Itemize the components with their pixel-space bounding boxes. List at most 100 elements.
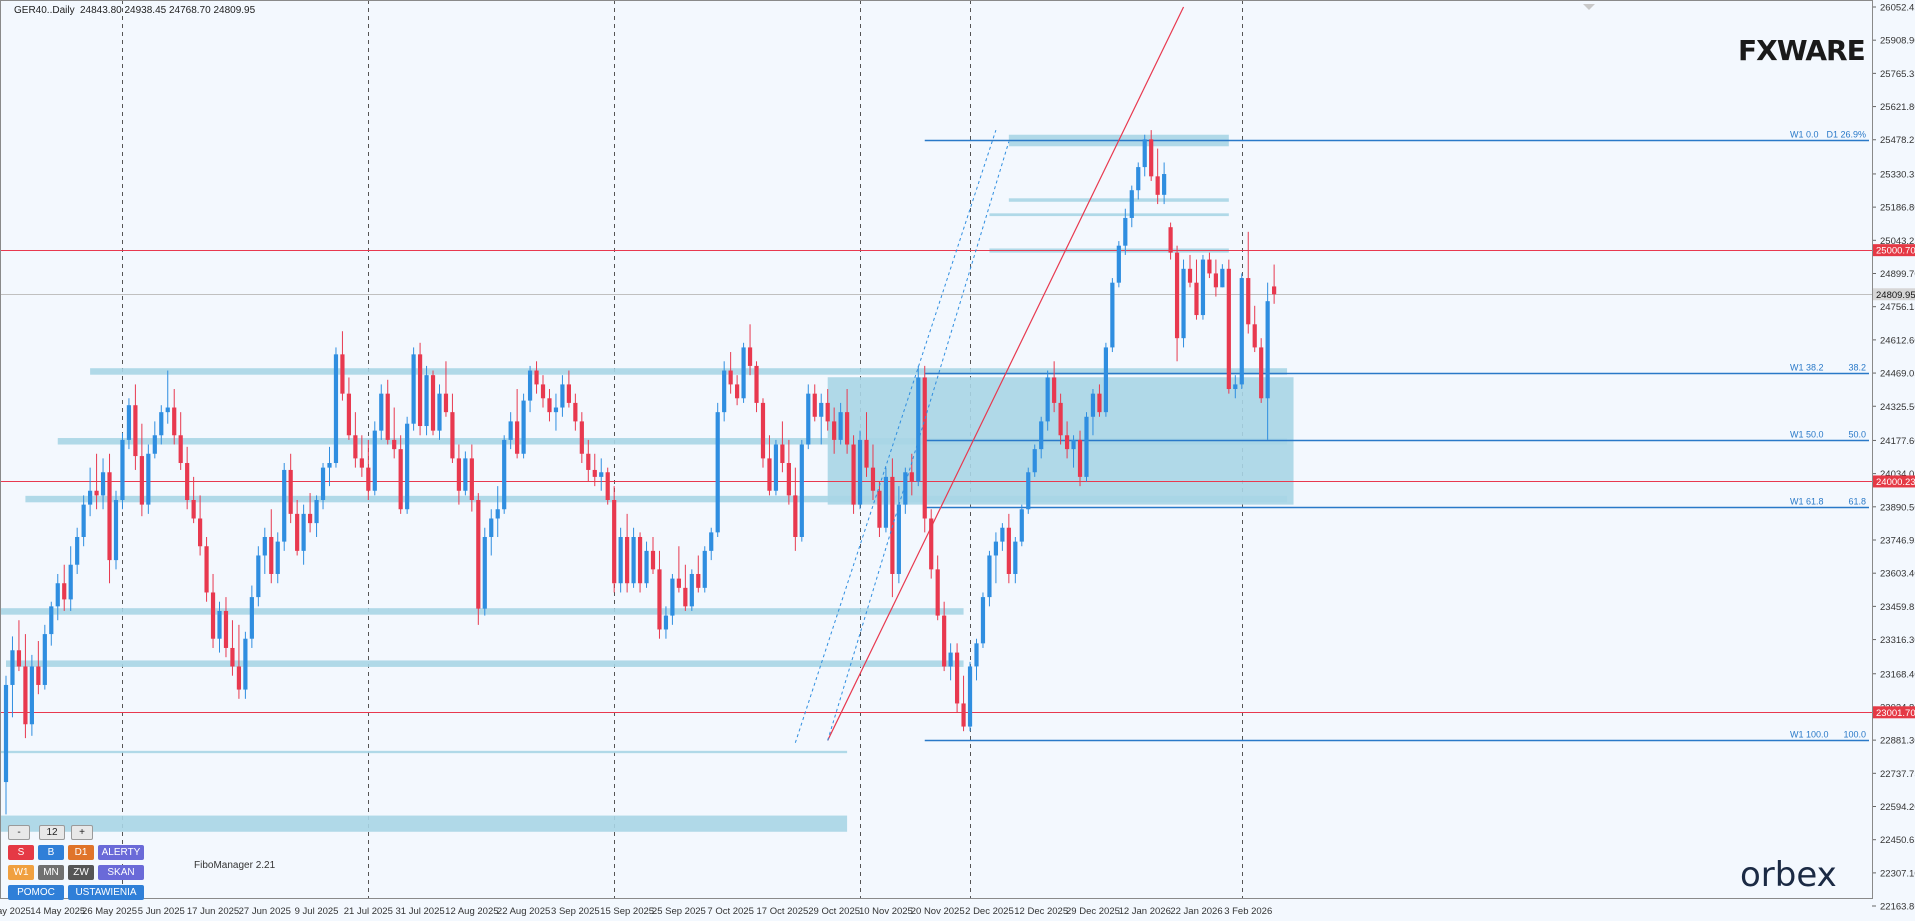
candle-86	[560, 384, 565, 408]
candle-7	[49, 606, 54, 635]
candle-110	[715, 412, 720, 533]
candle-31	[204, 546, 209, 593]
candle-151	[980, 597, 986, 644]
plugin-label: FiboManager 2.21	[194, 860, 276, 871]
price-badge-0	[1873, 244, 1915, 257]
candle-152	[987, 555, 992, 598]
x-tick-label-11: 3 Sep 2025	[551, 906, 600, 917]
candle-99	[644, 550, 649, 584]
candle-174	[1129, 190, 1134, 218]
chart-header-ohlc: 24843.80 24938.45 24768.70 24809.95	[80, 5, 256, 16]
candle-40	[262, 536, 267, 556]
candle-171	[1110, 282, 1115, 348]
candle-35	[230, 647, 235, 667]
candle-96	[625, 536, 630, 584]
candle-6	[42, 634, 47, 685]
candle-166	[1077, 439, 1083, 477]
zone-3	[0, 608, 964, 615]
candle-53	[346, 393, 352, 436]
candle-120	[780, 444, 785, 464]
candle-125	[812, 393, 817, 417]
zw-button[interactable]: ZW	[68, 865, 94, 880]
candle-185	[1200, 259, 1206, 316]
chart-header-symbol: GER40..Daily	[14, 5, 75, 16]
candle-97	[631, 536, 636, 584]
candle-74	[482, 536, 487, 609]
candle-17	[113, 499, 119, 561]
candle-129	[838, 412, 843, 440]
zone-1	[57, 438, 1288, 445]
candle-177	[1149, 139, 1154, 177]
candle-182	[1181, 268, 1186, 339]
y-tick-label-2: 25765.35	[1880, 69, 1915, 80]
x-tick-label-19: 2 Dec 2025	[965, 906, 1014, 917]
candle-156	[1013, 541, 1018, 574]
price-badge-1-label: 24000.23	[1876, 477, 1915, 488]
scan-button[interactable]: SKAN	[98, 865, 144, 880]
x-tick-label-13: 25 Sep 2025	[652, 906, 706, 917]
fxware-logo: FXWARE	[1738, 34, 1866, 67]
candle-38	[249, 597, 254, 639]
candle-172	[1116, 245, 1121, 283]
candle-131	[851, 444, 856, 505]
x-tick-label-21: 29 Dec 2025	[1066, 906, 1120, 917]
y-tick-label-5: 25330.35	[1880, 169, 1915, 180]
y-tick-label-0: 26052.45	[1880, 3, 1915, 14]
candle-170	[1103, 347, 1108, 413]
y-tick-label-11: 24469.05	[1880, 369, 1915, 380]
candle-16	[107, 472, 112, 561]
candle-108	[702, 550, 707, 588]
candle-26	[172, 407, 177, 436]
candle-173	[1123, 217, 1128, 246]
candle-24	[159, 412, 164, 436]
candle-122	[793, 495, 798, 537]
mn-button[interactable]: MN	[38, 865, 64, 880]
candle-5	[36, 666, 41, 685]
candle-27	[178, 435, 183, 464]
candle-143	[929, 518, 934, 570]
buy-button[interactable]: B	[38, 845, 64, 860]
candle-36	[236, 666, 242, 690]
candle-191	[1239, 278, 1244, 385]
candle-10	[68, 564, 73, 600]
candle-101	[657, 569, 662, 630]
candle-106	[689, 573, 694, 607]
candle-80	[521, 400, 526, 454]
alerts-button[interactable]: ALERTY	[98, 845, 144, 860]
x-tick-label-7: 21 Jul 2025	[344, 906, 393, 917]
x-tick-label-24: 3 Feb 2026	[1224, 906, 1272, 917]
increase-button[interactable]: +	[71, 825, 93, 840]
y-tick-label-13: 24177.60	[1880, 436, 1915, 447]
count-field[interactable]: 12	[39, 825, 65, 840]
sell-button[interactable]: S	[8, 845, 34, 860]
current-price-badge	[1873, 288, 1915, 301]
candle-25	[165, 407, 170, 413]
w1-button[interactable]: W1	[8, 865, 34, 880]
scroll-marker-icon[interactable]	[1583, 4, 1595, 10]
zone-10	[989, 213, 1229, 217]
candle-98	[637, 536, 643, 584]
y-tick-label-22: 22881.30	[1880, 736, 1915, 747]
x-tick-label-2: 26 May 2025	[82, 906, 137, 917]
candle-164	[1064, 435, 1070, 450]
candle-22	[146, 453, 151, 505]
decrease-button[interactable]: -	[8, 825, 30, 840]
x-tick-label-15: 17 Oct 2025	[757, 906, 809, 917]
help-button[interactable]: POMOC	[8, 885, 64, 900]
candle-15	[100, 472, 106, 496]
candle-73	[476, 499, 481, 609]
candle-19	[126, 405, 132, 440]
candle-162	[1052, 377, 1057, 403]
settings-button[interactable]: USTAWIENIA	[68, 885, 144, 900]
candle-14	[94, 490, 99, 496]
candle-52	[340, 354, 345, 394]
candle-124	[806, 393, 811, 445]
candle-39	[256, 555, 261, 598]
d1-button[interactable]: D1	[68, 845, 94, 860]
candle-141	[916, 377, 921, 482]
candle-144	[935, 569, 940, 616]
x-tick-label-10: 22 Aug 2025	[497, 906, 550, 917]
y-tick-label-10: 24612.60	[1880, 335, 1915, 346]
candle-184	[1194, 282, 1199, 316]
